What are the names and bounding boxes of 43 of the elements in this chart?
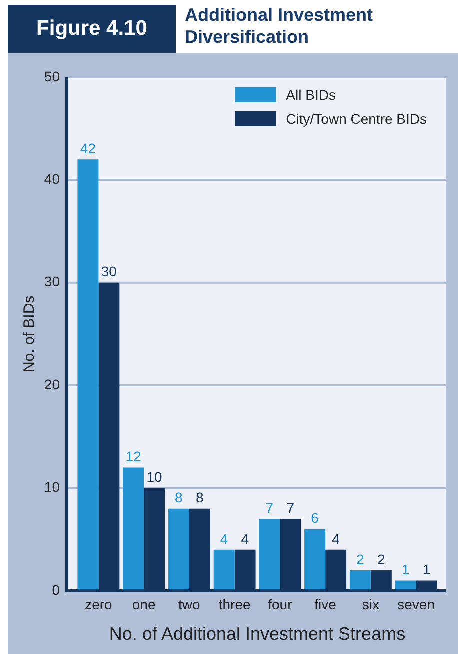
data-label: 10: [146, 469, 163, 486]
legend-label: All BIDs: [286, 86, 336, 103]
x-tick-label: three: [218, 596, 251, 612]
y-axis-title: No. of BIDs: [21, 296, 38, 373]
data-label: 42: [80, 140, 96, 156]
y-tick-label: 20: [44, 376, 60, 392]
data-label: 1: [402, 562, 410, 578]
y-tick-label: 0: [52, 582, 60, 598]
y-tick-label: 10: [44, 479, 60, 496]
chart-title: Additional Investment Diversification: [185, 4, 374, 48]
data-label: 8: [196, 490, 204, 506]
data-label: 4: [332, 530, 340, 547]
data-label: 2: [356, 551, 365, 568]
legend-label: City/Town Centre BIDs: [286, 110, 428, 127]
y-tick-label: 30: [44, 274, 60, 290]
data-label: 1: [422, 562, 431, 578]
bar: [168, 508, 190, 591]
bar: [214, 550, 235, 591]
x-tick-label: five: [314, 596, 337, 612]
x-tick-label: seven: [398, 596, 435, 612]
data-label: 4: [241, 530, 250, 547]
x-tick-label: zero: [85, 596, 113, 612]
x-tick-label: two: [178, 596, 201, 612]
x-axis-title: No. of Additional Investment Streams: [109, 624, 406, 644]
bar: [259, 519, 280, 591]
x-tick-label: one: [132, 596, 156, 612]
data-label: 4: [220, 530, 228, 547]
x-tick-label: four: [268, 596, 293, 612]
bar: [350, 570, 371, 591]
data-label: 30: [101, 264, 118, 280]
data-label: 12: [126, 448, 142, 465]
data-label: 7: [266, 500, 274, 516]
data-label: 6: [311, 510, 320, 526]
x-tick-label: six: [362, 596, 380, 612]
bar: [304, 529, 326, 591]
data-label: 7: [286, 500, 295, 516]
y-tick-label: 40: [44, 170, 60, 187]
y-tick-label: 50: [44, 68, 60, 84]
data-label: 2: [378, 551, 386, 568]
data-label: 8: [175, 490, 184, 506]
caption: Figure 4.10: [8, 5, 176, 53]
bar: [123, 468, 144, 591]
bar: [78, 160, 99, 591]
